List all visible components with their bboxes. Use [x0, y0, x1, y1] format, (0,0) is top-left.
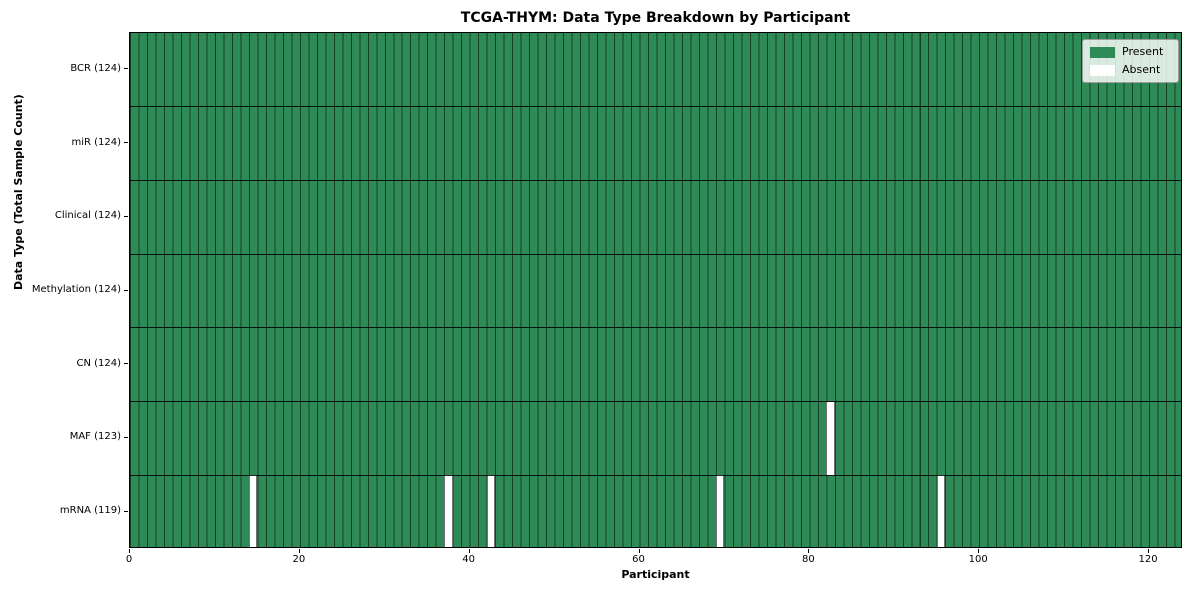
row-separator	[130, 401, 1181, 403]
x-tick-mark	[978, 549, 980, 553]
legend-entry-present: Present	[1090, 46, 1170, 58]
y-tick-label: BCR (124)	[70, 62, 121, 74]
row-separator	[130, 106, 1181, 108]
y-tick-mark	[124, 363, 128, 365]
absent-cell	[715, 475, 725, 547]
row-separator	[130, 253, 1181, 255]
data-row-bcr	[130, 33, 1181, 107]
x-tick-mark	[1148, 549, 1150, 553]
data-row-methylation	[130, 254, 1181, 328]
y-tick-label: miR (124)	[71, 136, 121, 148]
x-tick-mark	[468, 549, 470, 553]
data-row-maf	[130, 401, 1181, 476]
x-tick-mark	[129, 549, 130, 553]
y-tick-label: Clinical (124)	[54, 210, 121, 222]
x-tick-label: 0	[125, 554, 133, 565]
data-row-mrna	[130, 475, 1181, 547]
absent-cell	[486, 475, 496, 547]
absent-cell	[248, 475, 258, 547]
x-tick-label: 120	[1138, 554, 1158, 565]
chart-title: TCGA-THYM: Data Type Breakdown by Partic…	[460, 10, 851, 26]
legend-label-absent: Absent	[1122, 63, 1161, 76]
legend-label-present: Present	[1122, 45, 1164, 58]
y-tick-label: Methylation (124)	[31, 284, 121, 295]
absent-cell	[936, 475, 946, 547]
y-tick-mark	[124, 68, 128, 70]
y-tick-mark	[124, 436, 128, 438]
x-tick-label: 100	[968, 554, 988, 565]
plot-area	[129, 32, 1182, 548]
x-tick-mark	[638, 549, 640, 553]
y-tick-mark	[124, 142, 128, 144]
data-row-cn	[130, 327, 1181, 402]
absent-cell	[826, 401, 835, 476]
x-tick-mark	[808, 549, 810, 553]
absent-swatch-icon	[1090, 64, 1115, 76]
present-swatch-icon	[1090, 46, 1115, 58]
y-tick-mark	[124, 289, 128, 291]
row-separator	[130, 474, 1181, 476]
x-tick-mark	[298, 549, 300, 553]
row-separator	[130, 327, 1181, 329]
x-tick-label: 20	[292, 554, 306, 565]
y-tick-label: CN (124)	[76, 357, 121, 369]
y-tick-label: MAF (123)	[69, 431, 121, 443]
legend-entry-absent: Absent	[1090, 64, 1170, 76]
row-separator	[130, 179, 1181, 181]
x-axis-label: Participant	[621, 568, 690, 581]
x-tick-label: 80	[801, 554, 815, 565]
data-row-clinical	[130, 180, 1181, 255]
y-tick-mark	[124, 215, 128, 217]
legend: Present Absent	[1082, 39, 1179, 83]
x-tick-label: 60	[632, 554, 645, 565]
x-tick-label: 40	[462, 554, 476, 565]
y-tick-mark	[124, 510, 128, 512]
y-tick-label: mRNA (119)	[59, 505, 121, 517]
absent-cell	[444, 475, 453, 547]
data-row-mir	[130, 106, 1181, 181]
